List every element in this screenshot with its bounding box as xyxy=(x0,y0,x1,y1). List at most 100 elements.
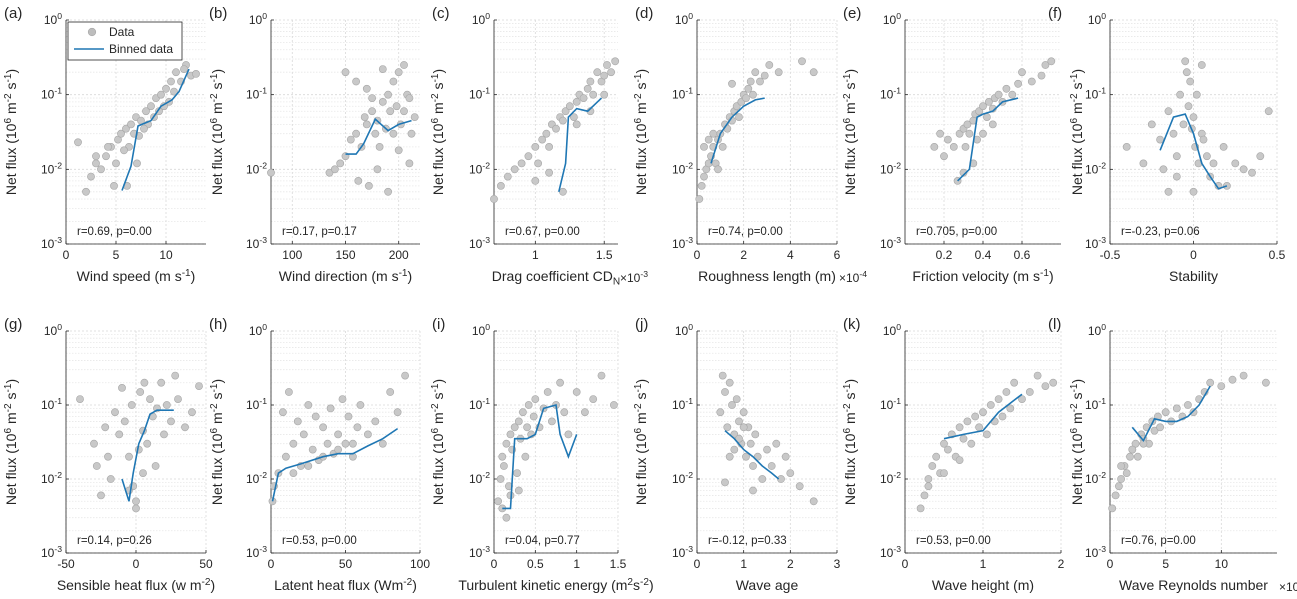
data-point xyxy=(1172,172,1181,181)
data-point xyxy=(353,423,362,432)
x-axis-label: Sensible heat flux (w m-2) xyxy=(57,577,215,593)
data-point xyxy=(944,445,952,454)
data-point xyxy=(502,513,511,522)
x-tick-label: 0 xyxy=(133,557,140,571)
panel-g: 10-3​ 10-2​ 10-1​ 100​ -50 0 50 (g) Net flux (10… xyxy=(3,316,215,593)
data-point xyxy=(524,152,533,161)
y-axis-label: Net flux (106 m-2 s-1) xyxy=(1069,69,1085,195)
data-point xyxy=(1117,475,1125,483)
x-axis-label: Wave height (m) xyxy=(932,577,1034,593)
data-point xyxy=(125,452,133,461)
data-point xyxy=(371,129,380,138)
y-tick-label: 10-3​ xyxy=(880,235,901,251)
data-point xyxy=(90,439,98,448)
data-point xyxy=(949,142,958,151)
data-point xyxy=(104,142,112,151)
data-point xyxy=(519,408,527,417)
data-point xyxy=(979,408,987,417)
data-point xyxy=(928,462,937,470)
data-point xyxy=(110,181,118,190)
stat-annotation: r=0.74, p=0.00 xyxy=(708,226,783,238)
y-axis-label: Net flux (106 m-2 s-1) xyxy=(430,379,446,505)
data-point xyxy=(772,439,781,448)
x-tick-label: 6 xyxy=(834,248,841,262)
data-point xyxy=(344,412,353,421)
data-point xyxy=(986,401,995,409)
data-point xyxy=(106,475,115,483)
data-point xyxy=(1025,388,1034,396)
y-axis-label: Net flux (106 m-2 s-1) xyxy=(3,379,19,505)
data-point xyxy=(389,129,398,138)
x-axis-label: Stability xyxy=(1169,268,1218,284)
y-axis-label: Net flux (106 m-2 s-1) xyxy=(842,69,858,195)
data-point xyxy=(1108,504,1117,513)
stat-annotation: r=0.69, p=0.00 xyxy=(77,226,152,238)
data-point xyxy=(916,504,925,513)
data-point xyxy=(375,142,384,151)
data-point xyxy=(1203,152,1211,161)
data-point xyxy=(1209,159,1218,168)
data-point xyxy=(514,486,523,495)
y-tick-label: 10-2​ xyxy=(672,470,693,486)
data-point xyxy=(963,417,972,426)
data-point xyxy=(586,77,595,86)
data-point xyxy=(1189,408,1198,417)
data-point xyxy=(122,124,130,133)
data-point xyxy=(502,439,511,448)
data-point xyxy=(716,408,725,417)
y-tick-label: 10-2​ xyxy=(672,160,693,176)
x-tick-label: 0.5 xyxy=(527,557,544,571)
data-point xyxy=(559,116,567,125)
panel-j: 10-3​ 10-2​ 10-1​ 100​ 0 1 2 3 (j) Net flux (106 … xyxy=(633,316,841,593)
data-point xyxy=(111,408,119,417)
binned-data-line xyxy=(121,68,190,191)
data-point xyxy=(338,395,347,403)
data-point xyxy=(763,445,771,454)
data-point xyxy=(330,165,339,174)
x-axis-label: Wave age xyxy=(736,577,799,593)
data-point xyxy=(127,120,135,129)
data-point xyxy=(393,408,402,417)
data-point xyxy=(1256,152,1265,161)
data-point xyxy=(1115,482,1123,491)
data-point xyxy=(362,84,371,93)
data-point xyxy=(1150,426,1159,435)
y-tick-label: 100​ xyxy=(1088,322,1106,338)
data-point xyxy=(1133,452,1142,461)
y-tick-label: 10-1​ xyxy=(880,86,901,102)
binned-data-line xyxy=(724,430,780,480)
data-point xyxy=(723,423,732,432)
binned-data-line xyxy=(345,117,412,155)
y-axis-label: Net flux (106 m-2 s-1) xyxy=(209,379,225,505)
data-point xyxy=(195,382,203,390)
data-point xyxy=(74,138,82,147)
data-point xyxy=(983,113,991,121)
data-point xyxy=(334,445,342,454)
x-axis-multiplier: ×10-4​ xyxy=(839,269,867,285)
data-point xyxy=(739,423,748,432)
data-point xyxy=(531,176,540,185)
panel-label: (d) xyxy=(635,5,653,22)
binned-data-line xyxy=(1159,113,1228,190)
data-point xyxy=(545,168,553,177)
y-tick-label: 10-3​ xyxy=(41,235,62,251)
data-point xyxy=(607,68,615,77)
data-point xyxy=(1264,107,1273,116)
data-point xyxy=(304,401,313,409)
y-axis-label: Net flux (106 m-2 s-1) xyxy=(209,69,225,195)
y-axis-label: Net flux (106 m-2 s-1) xyxy=(842,379,858,505)
data-point xyxy=(170,87,178,96)
y-tick-label: 10-2​ xyxy=(880,160,901,176)
data-point xyxy=(758,475,767,483)
data-point xyxy=(102,152,110,161)
data-point xyxy=(749,486,757,495)
data-point xyxy=(1128,445,1137,454)
x-tick-label: 150 xyxy=(335,248,355,262)
data-point xyxy=(140,124,148,133)
legend-label-binned: Binned data xyxy=(109,42,173,56)
x-tick-label: 200 xyxy=(389,248,409,262)
data-point xyxy=(167,417,175,426)
data-point xyxy=(809,497,818,506)
data-point xyxy=(117,129,125,138)
data-point xyxy=(386,388,395,396)
